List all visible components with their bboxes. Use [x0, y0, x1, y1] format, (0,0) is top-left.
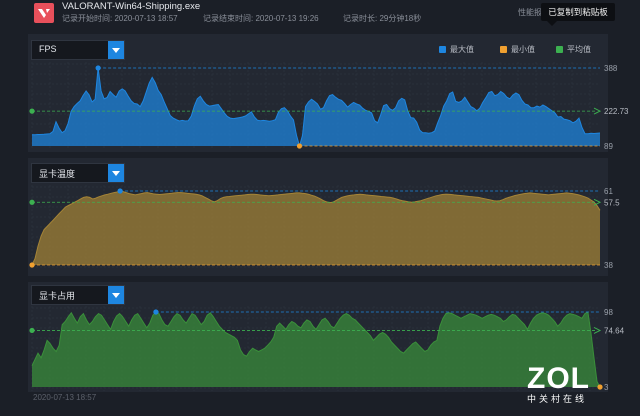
avg-point-marker [29, 199, 35, 205]
metric-select-label: 显卡占用 [39, 291, 76, 301]
record-duration: 记录时长: 29分钟18秒 [343, 14, 422, 23]
process-name: VALORANT-Win64-Shipping.exe [62, 1, 201, 12]
legend-min: 最小值 [500, 44, 535, 55]
series-area [32, 312, 600, 387]
series-line [31, 311, 601, 388]
timeline-start-label: 2020-07-13 18:57 [33, 393, 97, 402]
header-bar: VALORANT-Win64-Shipping.exe 记录开始时间: 2020… [0, 0, 640, 26]
max-value-label: 388 [604, 64, 618, 73]
legend-swatch-max [439, 46, 446, 53]
metric-select-label: FPS [39, 44, 57, 54]
avg-point-marker [29, 108, 35, 114]
min-value-label: 38 [604, 261, 613, 270]
copied-toast: 已复制到粘贴板 [541, 3, 615, 26]
max-value-label: 98 [604, 308, 613, 317]
avg-arrow-icon [593, 326, 602, 334]
zol-tagline: 中关村在线 [527, 394, 588, 404]
metric-select-gpu-temp[interactable]: 显卡温度 [31, 163, 125, 183]
chevron-down-icon[interactable] [108, 164, 124, 182]
avg-value-label: 74.64 [604, 326, 625, 335]
min-point-marker [296, 143, 303, 149]
max-point-marker [95, 65, 101, 71]
metric-select-label: 显卡温度 [39, 169, 76, 179]
chevron-down-icon[interactable] [108, 41, 124, 59]
min-value-label: 89 [604, 142, 613, 151]
max-point-marker [117, 188, 123, 194]
legend-avg: 平均值 [556, 44, 591, 55]
legend-max: 最大值 [439, 44, 474, 55]
metric-select-fps[interactable]: FPS [31, 40, 125, 60]
series-line [32, 67, 601, 148]
chevron-down-icon[interactable] [108, 286, 124, 304]
zol-watermark: ZOL 中关村在线 [527, 362, 590, 405]
avg-arrow-icon [593, 107, 602, 115]
record-start-time: 记录开始时间: 2020-07-13 18:57 [62, 14, 178, 23]
avg-arrow-icon [593, 198, 602, 206]
zol-logo: ZOL [527, 362, 590, 395]
performance-report-tab[interactable]: 性能报 [518, 8, 542, 17]
avg-value-label: 222.73 [604, 107, 629, 116]
record-end-time: 记录结束时间: 2020-07-13 19:26 [203, 14, 319, 23]
min-point-marker [29, 262, 35, 268]
legend-swatch-min [500, 46, 507, 53]
avg-value-label: 57.5 [604, 198, 620, 207]
series-area [32, 68, 600, 146]
legend-swatch-avg [556, 46, 563, 53]
max-value-label: 61 [604, 187, 613, 196]
max-point-marker [153, 309, 159, 315]
series-area [32, 191, 600, 265]
min-point-marker [597, 384, 603, 390]
avg-point-marker [29, 327, 35, 334]
metric-select-gpu-usage[interactable]: 显卡占用 [31, 285, 125, 305]
app-logo-icon [34, 3, 54, 23]
min-value-label: 3 [604, 383, 609, 392]
series-line [31, 190, 601, 266]
